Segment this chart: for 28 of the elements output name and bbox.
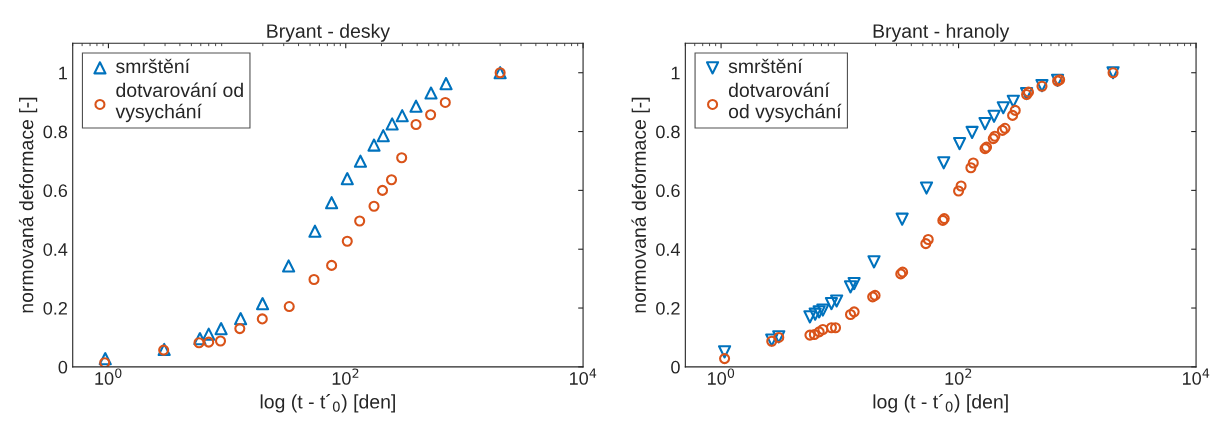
x-axis-title: log (t - t´$_{0}$) [den] xyxy=(260,394,395,413)
y-tick-label: 0.8 xyxy=(656,125,680,139)
x-tick-label: 10$^{0}$ xyxy=(708,368,735,385)
x-tick-label: 10$^{2}$ xyxy=(332,368,359,385)
y-tick-label: 0.6 xyxy=(43,184,68,198)
legend-label: dotvarování od vysychání xyxy=(115,82,243,123)
y-axis-title: normovaná deformace [-] xyxy=(18,97,38,313)
x-axis-title: log (t - t´$_{0}$) [den] xyxy=(873,394,1008,413)
y-tick-label: 0.4 xyxy=(656,243,680,256)
y-axis-title: normovaná deformace [-] xyxy=(631,97,650,313)
legend-label: smrštění xyxy=(728,58,803,74)
y-tick-label: 1 xyxy=(671,66,680,80)
x-tick-label: 10$^{2}$ xyxy=(945,368,972,385)
y-tick-label: 0.8 xyxy=(43,125,68,139)
x-tick-label: 10$^{4}$ xyxy=(1182,368,1210,385)
y-tick-label: 0.2 xyxy=(656,301,680,315)
y-tick-label: 0 xyxy=(671,360,680,374)
y-tick-label: 0.4 xyxy=(43,243,68,256)
y-tick-label: 0 xyxy=(58,360,68,374)
legend-label: smrštění xyxy=(116,58,190,74)
y-tick-label: 0.6 xyxy=(656,184,680,198)
x-tick-label: 10$^{4}$ xyxy=(570,368,597,385)
y-tick-label: 1 xyxy=(59,66,67,80)
chart-title: Bryant - desky xyxy=(267,23,390,42)
x-tick-label: 10$^{0}$ xyxy=(95,368,122,385)
chart-title: Bryant - hranoly xyxy=(873,23,1010,42)
legend-label: dotvarování od vysychání xyxy=(728,82,842,123)
y-tick-label: 0.2 xyxy=(43,301,67,315)
